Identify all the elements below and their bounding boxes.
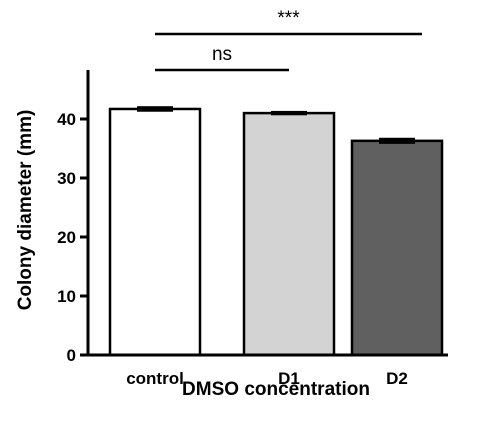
y-tick-label: 0 bbox=[67, 346, 76, 365]
error-cap bbox=[271, 110, 307, 116]
x-tick-label: control bbox=[126, 369, 184, 388]
y-ticks-group: 0 10 20 30 40 bbox=[57, 110, 88, 365]
error-cap bbox=[379, 137, 415, 144]
y-tick-label: 20 bbox=[57, 228, 76, 247]
y-axis-title: Colony diameter (mm) bbox=[15, 110, 36, 311]
y-tick-label: 40 bbox=[57, 110, 76, 129]
y-tick-label: 30 bbox=[57, 169, 76, 188]
bars-group bbox=[108, 107, 444, 357]
bar-d1 bbox=[242, 111, 336, 357]
y-tick-label: 10 bbox=[57, 287, 76, 306]
x-axis-title: DMSO concentration bbox=[182, 379, 370, 400]
x-tick-label: D1 bbox=[278, 369, 300, 388]
significance-label: *** bbox=[277, 8, 300, 29]
x-ticks-group: control D1 D2 bbox=[126, 369, 408, 388]
bar-d2 bbox=[350, 139, 444, 357]
error-cap bbox=[137, 106, 173, 112]
x-tick-label: D2 bbox=[386, 369, 408, 388]
error-bars-group bbox=[137, 106, 415, 144]
significance-group: ns *** bbox=[155, 8, 422, 72]
bar-control bbox=[108, 107, 202, 357]
significance-label: ns bbox=[212, 44, 232, 65]
